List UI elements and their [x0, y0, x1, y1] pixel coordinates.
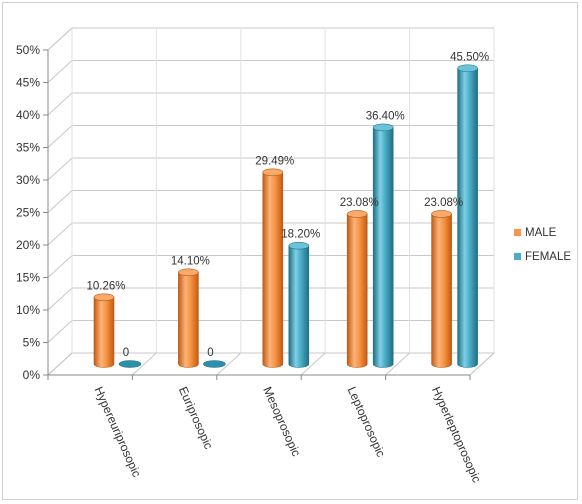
data-label: 45.50% — [450, 51, 489, 63]
female-bar — [118, 360, 142, 368]
gridline-side — [47, 60, 73, 83]
gridline-side — [47, 320, 73, 343]
gridline-side — [47, 125, 73, 148]
y-tick-label: 35% — [16, 141, 40, 155]
data-label: 23.08% — [424, 197, 463, 209]
chart-frame — [2, 2, 578, 500]
bar-top — [93, 293, 115, 302]
female-bar — [372, 127, 394, 368]
floor-divider — [47, 352, 73, 376]
y-tick-label: 0% — [23, 368, 41, 382]
y-tick-label: 15% — [16, 271, 40, 285]
female-bar — [457, 67, 478, 368]
x-tick-label: Mesoprosopic — [260, 385, 303, 459]
bar-top — [346, 210, 368, 218]
y-tick-label: 50% — [16, 43, 40, 57]
data-label: 0 — [123, 347, 129, 359]
y-tick-label: 45% — [16, 76, 40, 90]
data-label: 0 — [207, 347, 213, 359]
bar-top — [178, 268, 199, 277]
floor-divider — [132, 352, 157, 376]
legend-label-male: MALE — [525, 227, 557, 239]
legend: MALE FEMALE — [514, 227, 571, 263]
data-label: 29.49% — [255, 155, 294, 167]
legend-swatch-female — [514, 253, 521, 260]
data-label: 10.26% — [86, 280, 125, 292]
y-axis: 0% 5% 10% 15% 20% 25% 30% 35% 40% 45% 50% — [16, 43, 49, 382]
legend-label-female: FEMALE — [525, 251, 571, 263]
gridline-side — [47, 92, 73, 116]
y-tick-label: 5% — [23, 336, 41, 350]
data-label: 14.10% — [171, 255, 210, 267]
bar-top — [431, 210, 452, 218]
y-tick-label: 20% — [16, 238, 40, 252]
gridline-side — [47, 287, 73, 311]
x-tick-label: Leptoprosopic — [345, 385, 388, 460]
gridline-side — [47, 255, 73, 278]
male-bar — [93, 297, 115, 368]
male-bar — [346, 213, 368, 368]
bar-top — [372, 123, 394, 132]
gridline-side — [47, 157, 73, 181]
x-tick-label: Euriprosopic — [176, 385, 216, 452]
bar-top — [262, 168, 284, 177]
floor-divider — [216, 352, 242, 376]
data-label: 36.40% — [366, 110, 405, 122]
floor-divider — [300, 352, 326, 376]
y-tick-label: 30% — [16, 173, 40, 187]
legend-swatch-male — [514, 229, 521, 236]
gridline-side — [47, 222, 73, 246]
x-tick-label: Hyperleptoprosopic — [429, 385, 484, 485]
gridline-side — [47, 27, 73, 51]
data-labels: 10.26% 14.10% 29.49% 23.08% 23.08% 0 0 18.20% 36… — [86, 51, 489, 359]
floor-divider — [469, 352, 495, 376]
bar-top — [457, 64, 478, 73]
y-tick-label: 40% — [16, 108, 40, 122]
male-bar — [262, 172, 284, 368]
male-bar — [178, 272, 199, 368]
female-bar — [288, 245, 310, 368]
male-bar — [431, 213, 452, 368]
female-bar — [203, 360, 226, 368]
data-label: 18.20% — [281, 229, 320, 241]
floor-divider — [385, 352, 410, 376]
y-tick-label: 10% — [16, 303, 40, 317]
y-tick-label: 25% — [16, 206, 40, 220]
bars — [93, 64, 478, 368]
x-axis: Hypereuriprosopic Euriprosopic Mesoprosopi… — [47, 374, 484, 485]
gridline-side — [47, 190, 73, 213]
data-label: 23.08% — [340, 197, 379, 209]
bar-top — [288, 241, 310, 250]
x-tick-label: Hypereuriprosopic — [91, 385, 143, 480]
